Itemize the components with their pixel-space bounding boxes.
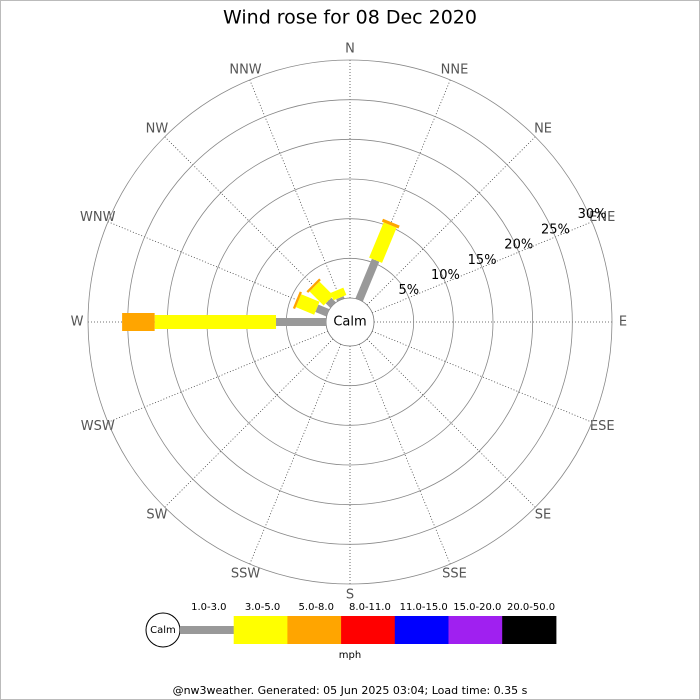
chart-title: Wind rose for 08 Dec 2020 bbox=[223, 7, 477, 29]
bar-segment bbox=[369, 222, 397, 263]
bar-segment bbox=[295, 294, 320, 315]
bar-segment bbox=[381, 218, 400, 229]
legend-calm-label: Calm bbox=[150, 625, 176, 636]
r-tick-label: 15% bbox=[468, 253, 497, 268]
bar-segment bbox=[154, 315, 277, 329]
r-tick-label: 5% bbox=[399, 283, 420, 298]
direction-label: SSW bbox=[231, 567, 261, 582]
direction-label: NNE bbox=[441, 62, 469, 77]
r-tick-label: 30% bbox=[578, 207, 607, 222]
legend-label: 3.0-5.0 bbox=[245, 602, 280, 613]
direction-label: SSE bbox=[442, 567, 467, 582]
bar-segment bbox=[306, 278, 321, 293]
calm-circle bbox=[325, 297, 375, 347]
direction-label: SE bbox=[535, 508, 551, 523]
r-tick-label: 10% bbox=[431, 268, 460, 283]
r-tick-label: 25% bbox=[541, 222, 570, 237]
legend-label: 1.0-3.0 bbox=[191, 602, 226, 613]
legend-label: 15.0-20.0 bbox=[453, 602, 501, 613]
bar-segment bbox=[315, 304, 330, 317]
direction-label: ESE bbox=[590, 419, 615, 434]
r-tick-label: 20% bbox=[504, 238, 533, 253]
bar-segment bbox=[355, 258, 380, 302]
legend-label: 20.0-50.0 bbox=[507, 602, 555, 613]
legend-swatch bbox=[502, 616, 557, 644]
direction-label: NNW bbox=[229, 62, 261, 77]
legend-label: 5.0-8.0 bbox=[299, 602, 334, 613]
center-label: Calm bbox=[333, 315, 366, 330]
bar-segment bbox=[276, 318, 326, 326]
legend-swatch bbox=[180, 626, 235, 634]
bar-segment bbox=[122, 313, 155, 331]
direction-label: N bbox=[345, 42, 355, 57]
bar-segment bbox=[336, 296, 345, 302]
legend-swatch bbox=[394, 616, 449, 644]
direction-label: ENE bbox=[589, 210, 615, 225]
bar-segment bbox=[325, 297, 336, 308]
legend-unit: mph bbox=[339, 650, 361, 661]
direction-label: W bbox=[71, 315, 84, 330]
legend-swatch bbox=[287, 616, 342, 644]
legend-swatch bbox=[341, 616, 396, 644]
legend-swatch bbox=[233, 616, 288, 644]
legend-label: 11.0-15.0 bbox=[400, 602, 448, 613]
direction-label: NE bbox=[534, 121, 552, 136]
bar-segment bbox=[292, 291, 302, 309]
direction-label: WSW bbox=[81, 419, 115, 434]
footer: @nw3weather. Generated: 05 Jun 2025 03:0… bbox=[173, 684, 528, 697]
bar-segment bbox=[309, 281, 334, 306]
direction-label: E bbox=[619, 315, 627, 330]
direction-label: NW bbox=[146, 121, 169, 136]
direction-label: WNW bbox=[80, 210, 116, 225]
bar-segment bbox=[330, 287, 347, 301]
grid-ring bbox=[87, 59, 613, 585]
direction-label: SW bbox=[146, 508, 167, 523]
legend-swatch bbox=[448, 616, 503, 644]
legend-label: 8.0-11.0 bbox=[349, 602, 391, 613]
direction-label: S bbox=[346, 588, 354, 603]
